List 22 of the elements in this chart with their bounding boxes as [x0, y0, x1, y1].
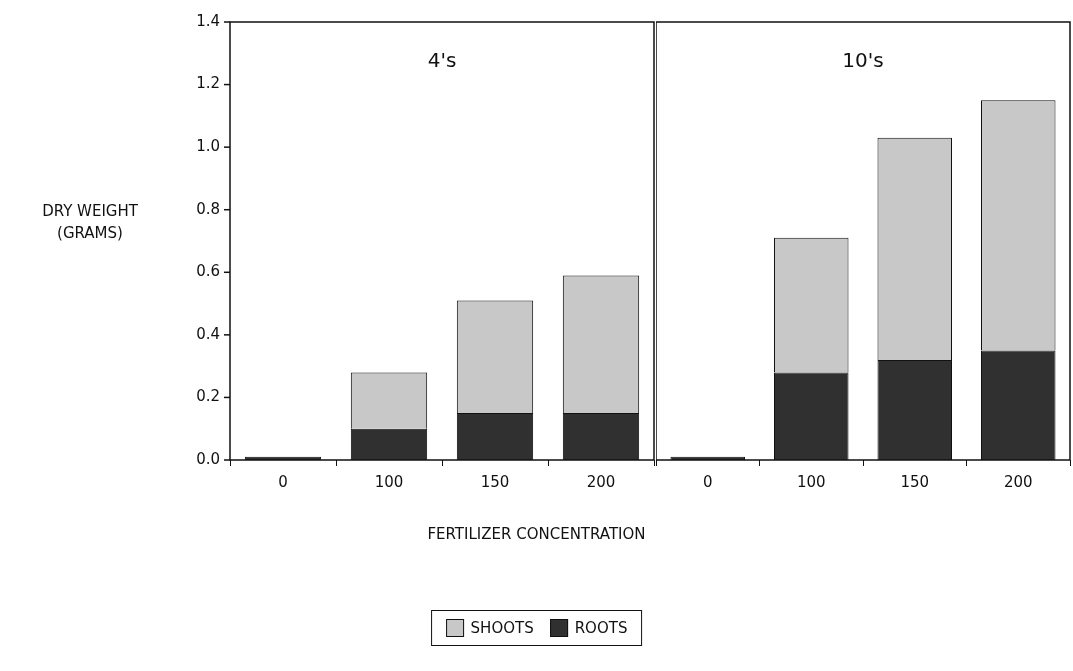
x-tick-label: 100 — [796, 472, 826, 491]
text: 4's — [427, 48, 457, 73]
text: 10's — [842, 48, 884, 73]
legend-label: ROOTS — [574, 619, 628, 637]
y-axis-title: DRY WEIGHT (GRAMS) — [41, 201, 139, 244]
x-axis-title: FERTILIZER CONCENTRATION — [426, 525, 647, 543]
y-tick-label: 0.4 — [196, 324, 220, 343]
y-tick-label: 1.4 — [196, 11, 220, 30]
x-tick-label: 200 — [586, 472, 616, 491]
x-tick-label: 0 — [278, 472, 288, 491]
legend-label: SHOOTS — [470, 619, 534, 637]
x-tick-label: 150 — [900, 472, 930, 491]
y-tick-label: 0.2 — [196, 387, 220, 406]
y-tick-label: 1.2 — [196, 74, 220, 93]
y-tick-label: 0.0 — [196, 449, 220, 468]
y-tick-label: 0.6 — [196, 262, 220, 281]
y-tick-label: 0.8 — [196, 199, 220, 218]
x-tick-label: 100 — [374, 472, 404, 491]
x-tick-label: 200 — [1003, 472, 1033, 491]
x-tick-label: 150 — [480, 472, 510, 491]
x-tick-label: 0 — [702, 472, 713, 491]
y-tick-label: 1.0 — [196, 137, 220, 156]
